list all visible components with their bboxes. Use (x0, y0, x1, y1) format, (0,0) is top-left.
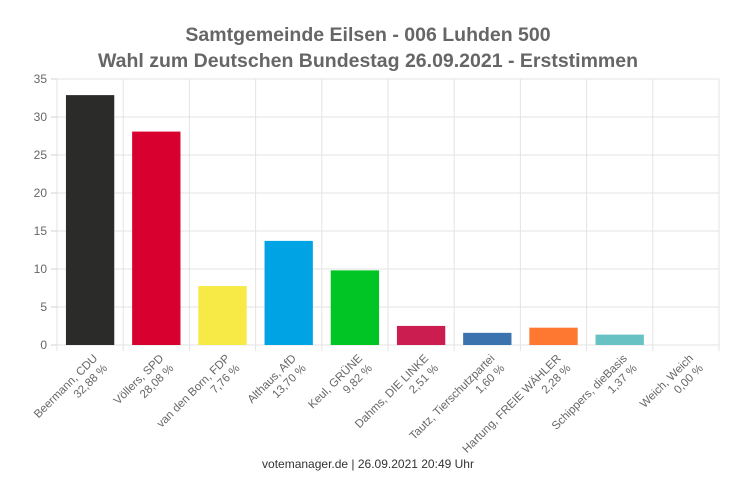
footer-credit: votemanager.de | 26.09.2021 20:49 Uhr (262, 457, 474, 471)
y-tick-label: 30 (34, 110, 48, 124)
bar-5 (330, 270, 380, 345)
y-tick-label: 25 (34, 148, 48, 162)
bar-8 (529, 327, 578, 345)
chart-title-line-2: Wahl zum Deutschen Bundestag 26.09.2021 … (98, 50, 638, 72)
y-tick-label: 0 (40, 338, 47, 352)
bar-2 (132, 131, 181, 345)
y-tick-label: 35 (34, 72, 48, 86)
y-tick-label: 20 (34, 186, 48, 200)
bar-1 (65, 95, 115, 345)
bar-3 (198, 286, 247, 345)
bar-7 (463, 332, 512, 345)
bar-9 (595, 334, 644, 345)
y-tick-label: 15 (34, 224, 48, 238)
y-tick-label: 5 (40, 300, 47, 314)
bar-6 (396, 325, 446, 345)
chart-title-line-1: Samtgemeinde Eilsen - 006 Luhden 500 (185, 24, 550, 46)
bar-4 (264, 240, 313, 345)
y-tick-label: 10 (34, 262, 48, 276)
